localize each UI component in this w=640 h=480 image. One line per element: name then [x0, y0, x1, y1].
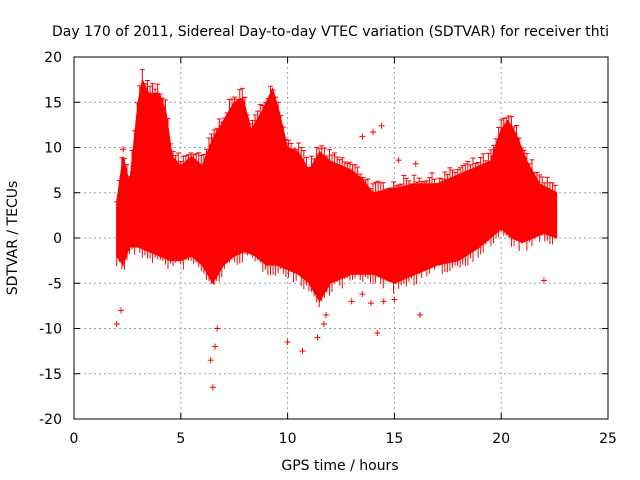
y-tick-label: 0	[53, 231, 62, 247]
y-tick-label: -20	[39, 412, 62, 428]
outlier-point	[378, 122, 385, 129]
outlier-point	[380, 298, 387, 305]
outlier-point	[540, 277, 547, 284]
y-tick-label: -5	[48, 276, 62, 292]
outlier-point	[391, 296, 398, 303]
outlier-point	[374, 330, 381, 337]
x-tick-label: 0	[70, 431, 79, 447]
outlier-point	[120, 146, 127, 153]
outlier-point	[113, 320, 120, 327]
outlier-point	[367, 300, 374, 307]
x-tick-label: 20	[492, 431, 510, 447]
x-tick-label: 15	[385, 431, 403, 447]
y-tick-label: -10	[39, 322, 62, 338]
outlier-point	[314, 334, 321, 341]
x-tick-labels: 0 5 10 15 20 25	[70, 431, 617, 447]
outlier-point	[209, 384, 216, 391]
data-marks	[113, 69, 558, 391]
y-tick-label: 10	[44, 141, 62, 157]
outlier-point	[412, 160, 419, 167]
y-axis-label: SDTVAR / TECUs	[5, 181, 21, 296]
x-tick-label: 5	[176, 431, 185, 447]
outlier-point	[117, 307, 124, 314]
y-tick-labels: 20 15 10 5 0 -5 -10 -15 -20	[39, 50, 62, 428]
outlier-point	[348, 298, 355, 305]
outlier-point	[370, 129, 377, 136]
outlier-point	[359, 133, 366, 140]
y-tick-label: 15	[44, 95, 62, 111]
outlier-point	[320, 320, 327, 327]
y-tick-label: 5	[53, 186, 62, 202]
chart-title: Day 170 of 2011, Sidereal Day-to-day VTE…	[52, 24, 609, 40]
error-bar-group	[114, 69, 558, 308]
outlier-point	[395, 157, 402, 164]
y-tick-label: -15	[39, 367, 62, 383]
outlier-point	[359, 291, 366, 298]
outlier-point	[323, 311, 330, 318]
outlier-point	[214, 325, 221, 332]
x-tick-label: 10	[279, 431, 297, 447]
x-tick-label: 25	[599, 431, 617, 447]
outlier-point	[417, 311, 424, 318]
y-tick-label: 20	[44, 50, 62, 66]
outlier-point	[284, 339, 291, 346]
outlier-point	[299, 348, 306, 355]
axis-ticks	[73, 56, 609, 420]
x-axis-label: GPS time / hours	[281, 458, 398, 474]
outlier-point	[211, 343, 218, 350]
outlier-point	[207, 357, 214, 364]
